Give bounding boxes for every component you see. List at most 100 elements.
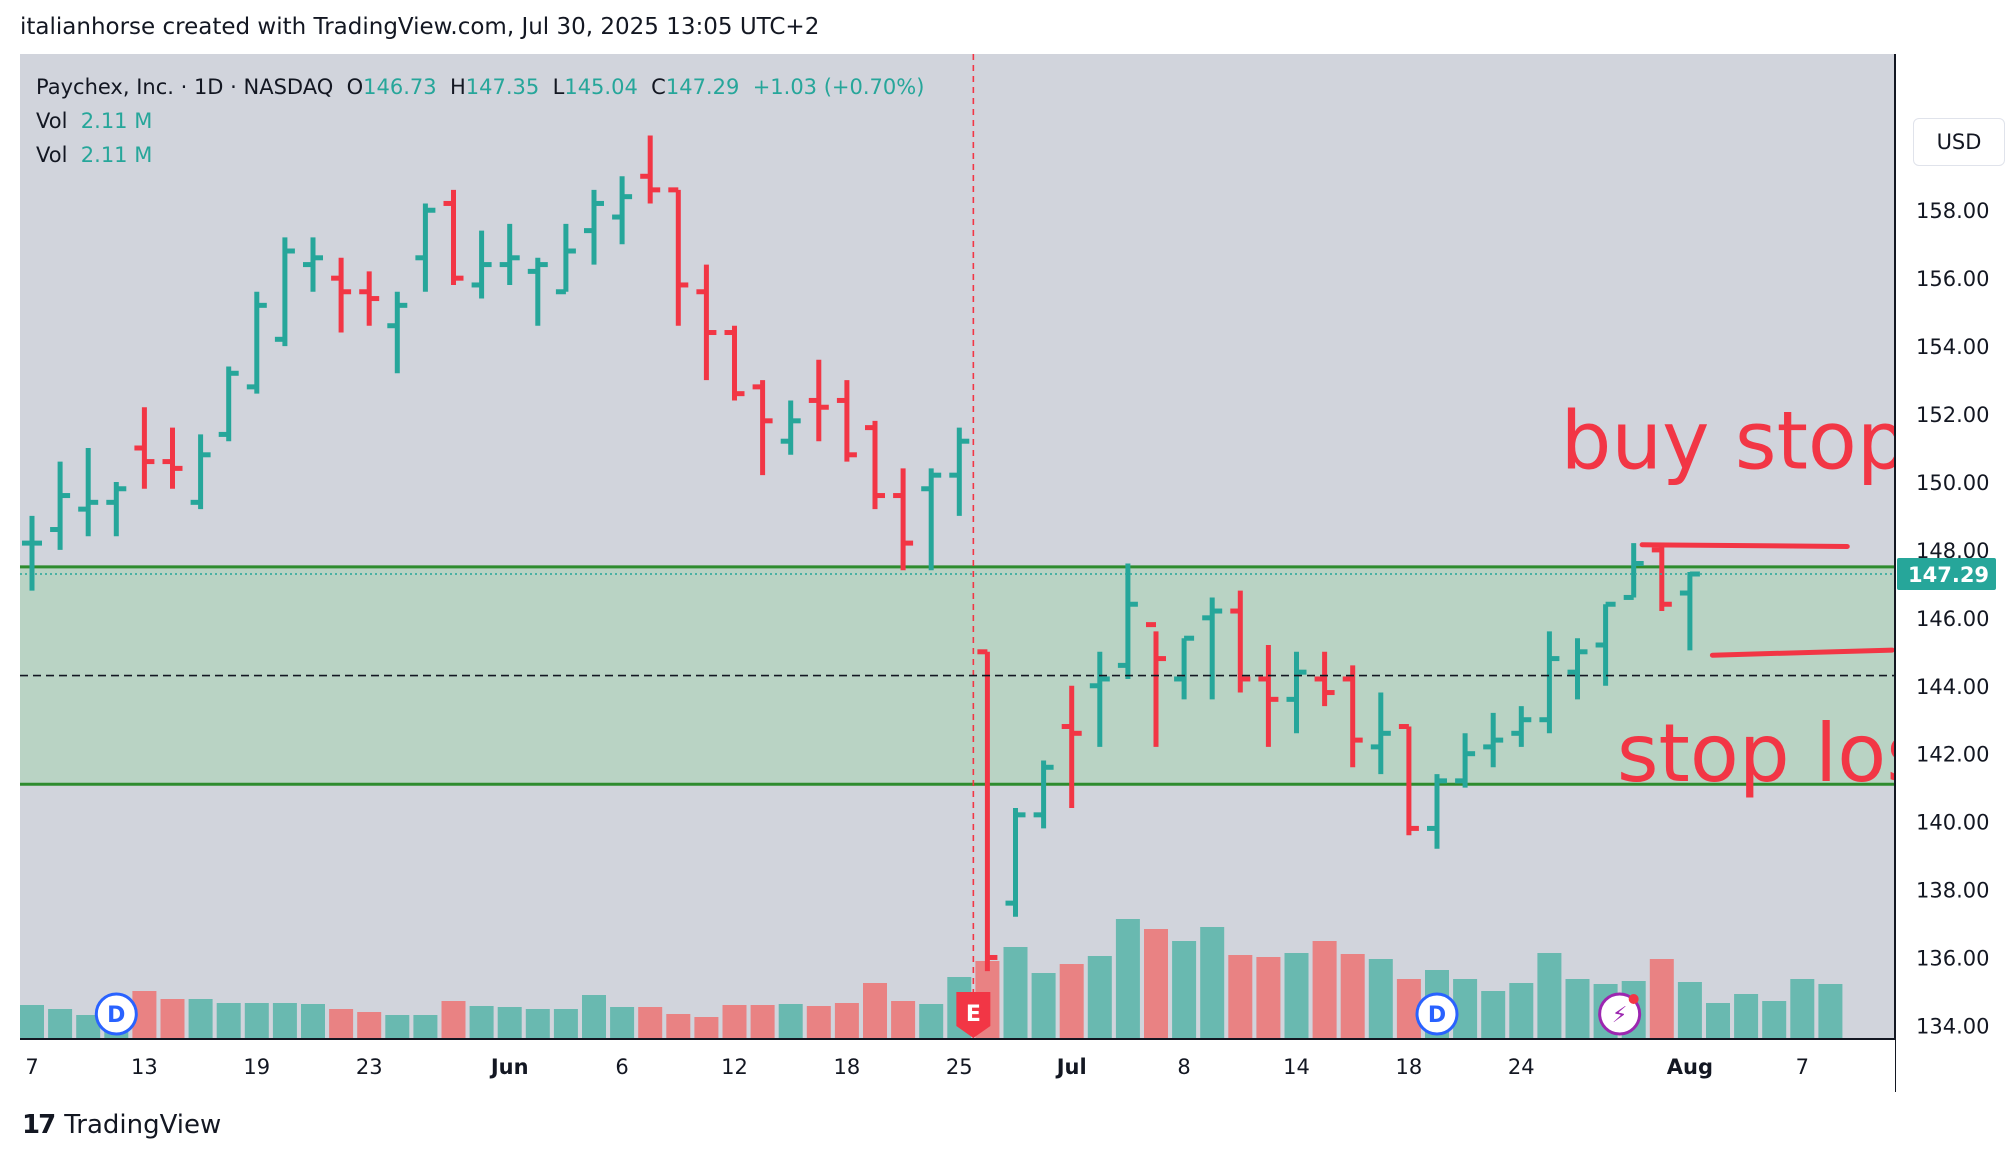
open-value: 146.73 [363, 75, 437, 99]
tradingview-logo[interactable]: 17 TradingView [22, 1110, 221, 1140]
volume-bar [1059, 964, 1084, 1039]
tradingview-logo-icon: 17 [22, 1110, 56, 1140]
volume-row-2[interactable]: Vol 2.11 M [36, 138, 924, 172]
price-tick-label: 158.00 [1916, 199, 1989, 223]
dividend-marker-2-ring [1415, 992, 1459, 1036]
marker-layer: D D E ⚡ [94, 992, 1642, 1038]
volume-bar [357, 1012, 382, 1039]
volume-bar [20, 1005, 44, 1039]
ohlc-row: Paychex, Inc. · 1D · NASDAQ O146.73 H147… [36, 70, 924, 104]
volume-bar [1172, 941, 1197, 1039]
dividend-marker-ring [94, 992, 138, 1036]
volume-bar [1284, 953, 1309, 1039]
time-tick-label: 18 [834, 1055, 861, 1079]
volume-bar [1706, 1003, 1730, 1039]
buy-stop-line [1639, 542, 1850, 549]
flash-icon: ⚡ [1612, 1003, 1627, 1028]
volume-label-2: Vol [36, 143, 68, 167]
volume-bar [834, 1003, 859, 1039]
volume-bar [469, 1006, 494, 1039]
volume-bar [1087, 956, 1112, 1039]
volume-bar [1200, 927, 1225, 1039]
price-tag-value: 147.29 [1908, 563, 1989, 587]
volume-bar [1031, 973, 1056, 1039]
price-tick-label: 136.00 [1916, 946, 1989, 970]
price-axis-labels: 160.00158.00156.00154.00152.00150.00148.… [1897, 131, 1996, 1038]
volume-bar [1509, 983, 1534, 1039]
volume-bar [1228, 955, 1253, 1039]
volume-label: Vol [36, 109, 68, 133]
volume-bar [582, 995, 606, 1039]
volume-bar [1003, 947, 1028, 1039]
volume-bar [806, 1006, 831, 1039]
volume-bar [525, 1009, 550, 1039]
dividend-marker-2-letter: D [1428, 1003, 1446, 1028]
bars-layer [22, 135, 1700, 972]
dividend-marker-2: D [1415, 992, 1459, 1036]
low-label: L [552, 75, 565, 99]
dividend-marker: D [94, 992, 138, 1036]
flash-marker: ⚡ [1598, 992, 1642, 1036]
chart-attribution: italianhorse created with TradingView.co… [20, 14, 820, 40]
dividend-marker-letter: D [107, 1003, 125, 1028]
price-tick-label: 138.00 [1916, 879, 1989, 903]
volume-bar [1312, 941, 1337, 1039]
price-tick-label: 156.00 [1916, 267, 1989, 291]
volume-bar [1537, 953, 1562, 1039]
volume-bar [1762, 1001, 1787, 1039]
volume-bar [722, 1005, 747, 1039]
change-value: +1.03 (+0.70%) [752, 75, 925, 99]
volume-bar [48, 1009, 73, 1039]
levels-layer [20, 54, 1895, 1039]
time-tick-label: 8 [1177, 1055, 1190, 1079]
price-tag-bg [1897, 558, 1996, 591]
symbol-name[interactable]: Paychex, Inc. · 1D · NASDAQ [36, 75, 334, 99]
price-tick-label: 142.00 [1916, 743, 1989, 767]
volume-bar [1677, 982, 1702, 1039]
price-tick-label: 154.00 [1916, 335, 1989, 359]
flash-notification-dot [1628, 994, 1639, 1004]
volume-bar [413, 1015, 438, 1039]
flash-marker-ring [1598, 992, 1642, 1036]
low-value: 145.04 [564, 75, 638, 99]
price-tick-label: 144.00 [1916, 675, 1989, 699]
price-tag: 147.29 [1897, 558, 1996, 591]
volume-bar [188, 999, 213, 1039]
time-axis-labels: 7 13 19 23 Jun 6 12 18 25 Jul 8 14 18 24 Aug 7 [25, 1055, 1809, 1079]
time-tick-label: 13 [131, 1055, 158, 1079]
stop-loss-line [1709, 647, 1895, 658]
time-tick-label: 23 [356, 1055, 383, 1079]
high-label: H [449, 75, 466, 99]
price-tick-label: 150.00 [1916, 471, 1989, 495]
volume-bar [610, 1007, 635, 1039]
volume-row[interactable]: Vol 2.11 M [36, 104, 924, 138]
volume-bar [1340, 954, 1365, 1039]
volume-bar [1256, 957, 1281, 1039]
volume-bar [1818, 984, 1843, 1039]
volume-bar [216, 1003, 241, 1039]
volume-bar [863, 983, 887, 1039]
volume-bar [1368, 959, 1393, 1039]
high-value: 147.35 [465, 75, 540, 99]
time-tick-label: Jun [489, 1055, 529, 1079]
volume-bar [638, 1007, 663, 1039]
time-tick-label: 12 [721, 1055, 748, 1079]
tradingview-brand: TradingView [64, 1110, 222, 1140]
currency-button[interactable]: USD [1913, 118, 2005, 166]
price-tick-label: 146.00 [1916, 607, 1989, 631]
volume-bar [497, 1007, 522, 1039]
time-tick-label: 7 [25, 1055, 38, 1079]
time-tick-label: 7 [1796, 1055, 1809, 1079]
time-tick-label: Jul [1055, 1055, 1087, 1079]
volume-bar [1565, 979, 1590, 1039]
price-axis-background [1895, 54, 1996, 1039]
volume-bar [553, 1009, 578, 1039]
buy-stop-annotation: buy stop [1561, 394, 1908, 487]
volume-bar [778, 1004, 803, 1039]
volume-bar [919, 1004, 944, 1039]
close-value: 147.29 [665, 75, 740, 99]
volume-layer [20, 919, 1843, 1039]
plot-background [20, 54, 1895, 1039]
